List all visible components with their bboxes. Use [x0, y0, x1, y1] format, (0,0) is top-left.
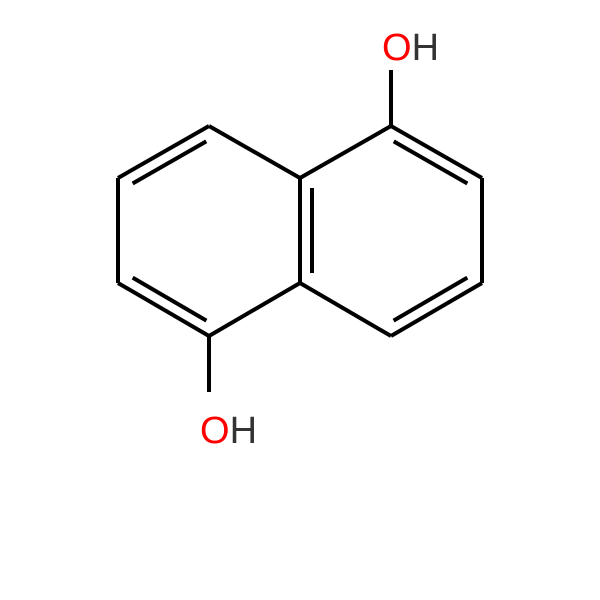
- oh_bottom-hydrogen-label: H: [230, 410, 257, 452]
- oh_bottom-oxygen-label: O: [200, 410, 230, 452]
- molecule-diagram: OHOH: [0, 0, 600, 600]
- oh_top-hydrogen-label: H: [412, 27, 439, 69]
- oh_top-oxygen-label: O: [382, 27, 412, 69]
